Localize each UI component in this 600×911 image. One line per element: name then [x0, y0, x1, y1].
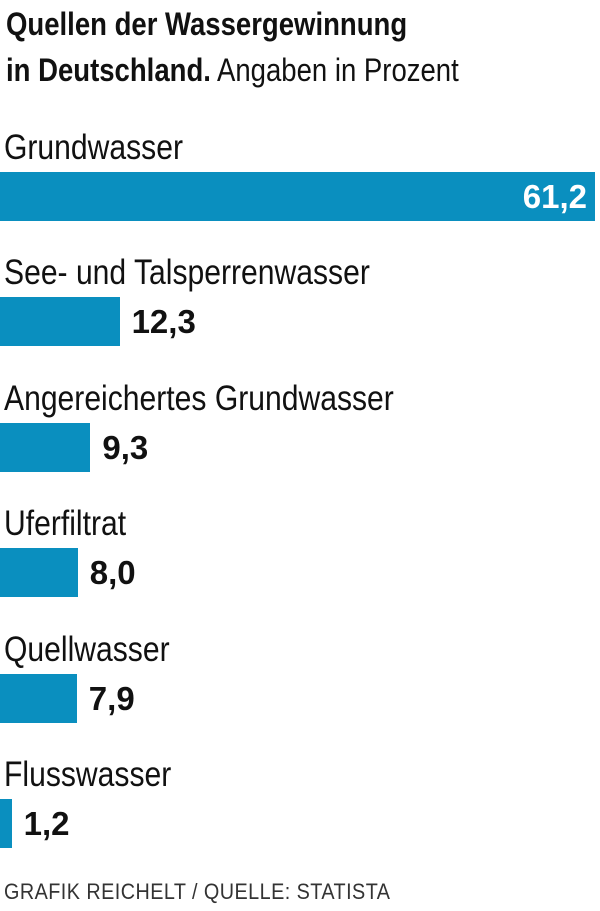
data-label: 9,3: [102, 428, 149, 466]
category-label: Quellwasser: [4, 629, 170, 669]
chart-subtitle: Angaben in Prozent: [217, 52, 459, 88]
data-label: 12,3: [131, 303, 196, 341]
category-label: Flusswasser: [4, 755, 172, 794]
data-label: 1,2: [23, 805, 70, 842]
category-label: See- und Talsperrenwasser: [4, 253, 370, 293]
bar: [0, 548, 78, 598]
chart-title-line2: in Deutschland. Angaben in Prozent: [6, 50, 459, 90]
chart-title-line1: Quellen der Wassergewinnung: [6, 6, 408, 42]
category-label: Grundwasser: [4, 128, 184, 167]
bar: [0, 172, 595, 221]
source-credit: GRAFIK REICHELT / QUELLE: STATISTA: [4, 879, 391, 904]
bar: [0, 799, 12, 848]
data-label: 7,9: [88, 679, 135, 717]
bar: [0, 297, 120, 347]
bar: [0, 673, 77, 723]
data-label: 61,2: [522, 178, 587, 215]
category-label: Uferfiltrat: [4, 504, 127, 544]
bar: [0, 422, 91, 472]
category-label: Angereichertes Grundwasser: [4, 378, 394, 418]
data-label: 8,0: [89, 554, 136, 592]
chart-title-region: in Deutschland.: [6, 52, 211, 88]
